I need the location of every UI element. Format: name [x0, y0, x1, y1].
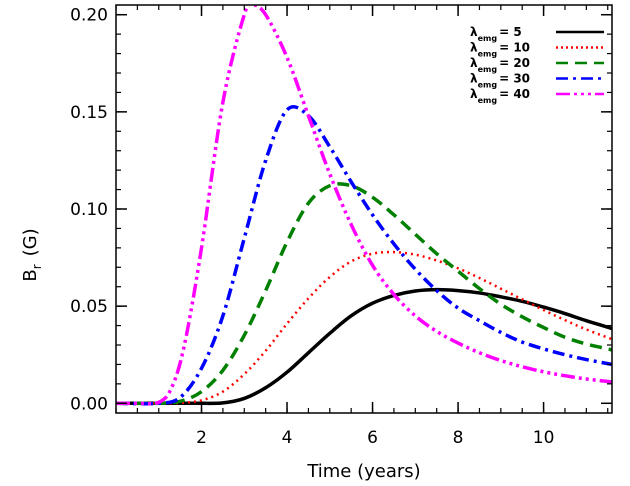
y-tick-label: 0.05	[70, 297, 108, 317]
series-line-30	[116, 105, 612, 406]
series-line-10	[116, 250, 612, 405]
legend-label-10: λemg = 10	[470, 41, 530, 59]
plot-frame	[115, 4, 613, 414]
y-tick-label: 0.15	[70, 103, 108, 123]
series-line-20	[116, 182, 612, 406]
y-axis-title: Br (G)	[20, 228, 44, 281]
y-tick-label: 0.20	[70, 6, 108, 26]
x-tick-label: 6	[367, 428, 378, 448]
legend-label-20: λemg = 20	[470, 56, 530, 74]
x-tick-label: 8	[453, 428, 464, 448]
legend-label-30: λemg = 30	[470, 72, 530, 90]
x-axis-title: Time (years)	[306, 461, 420, 482]
legend-label-5: λemg = 5	[470, 25, 522, 43]
y-axis-title-unit: (G)	[20, 228, 41, 256]
y-axis-title-sub: r	[30, 264, 44, 269]
series-line-40	[116, 5, 612, 406]
y-tick-label: 0.00	[70, 394, 108, 414]
x-tick-label: 10	[533, 428, 555, 448]
y-axis-title-main: B	[20, 269, 41, 281]
x-axis: 2 4 6 8 10	[115, 5, 609, 448]
y-axis: 0.00 0.05 0.10 0.15 0.20	[70, 6, 612, 414]
legend-label-40: λemg = 40	[470, 87, 530, 105]
y-tick-label: 0.10	[70, 200, 108, 220]
x-tick-label: 2	[196, 428, 207, 448]
x-tick-label: 4	[282, 428, 293, 448]
plot-area	[116, 5, 612, 406]
